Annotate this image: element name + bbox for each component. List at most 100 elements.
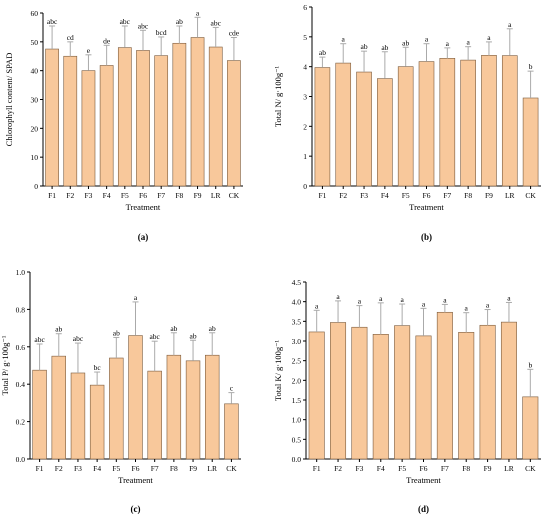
significance-letter: a: [336, 292, 340, 301]
significance-letter: ab: [360, 42, 367, 51]
y-tick-label: 0.0: [292, 455, 302, 464]
y-tick-label: 30: [31, 96, 39, 105]
bar: [166, 354, 182, 460]
significance-letter: ab: [209, 324, 216, 333]
bar: [99, 65, 114, 187]
y-tick-label: 0.2: [16, 418, 26, 427]
bar: [522, 97, 539, 187]
panel-label: (c): [131, 504, 141, 514]
significance-letter: a: [342, 35, 346, 44]
y-tick-label: 3.5: [292, 317, 302, 326]
panel-d: 0.0 0.5 1.0 1.5 2.0 2.5 3.0 3.5 4.0 4.5 a F1 a F2 a F3 a…: [273, 278, 541, 514]
y-tick-label: 0: [303, 182, 307, 191]
y-tick-label: 1.5: [292, 396, 302, 405]
x-axis-title: Treatment: [126, 202, 161, 212]
significance-letter: a: [508, 20, 512, 29]
bar: [500, 321, 517, 460]
significance-letter: a: [315, 301, 319, 310]
x-tick-label: F3: [74, 464, 82, 473]
significance-letter: ab: [113, 328, 120, 337]
y-tick-label: 0.8: [16, 305, 26, 314]
x-tick-label: F7: [441, 464, 449, 473]
x-tick-label: F9: [189, 464, 197, 473]
panel-c: 0.00.20.40.60.81.0abcF1abF2abcF3bcF4abF5…: [0, 268, 241, 514]
significance-letter: a: [379, 294, 383, 303]
x-tick-label: LR: [207, 464, 217, 473]
bar: [394, 325, 411, 460]
bar: [418, 61, 435, 187]
significance-letter: b: [529, 62, 533, 71]
x-tick-label: F4: [103, 191, 111, 200]
x-tick-label: F9: [484, 464, 492, 473]
significance-letter: ab: [170, 324, 177, 333]
significance-letter: a: [507, 293, 511, 302]
x-tick-label: F1: [48, 191, 56, 200]
x-tick-label: F9: [485, 191, 493, 200]
significance-letter: ab: [381, 43, 388, 52]
significance-letter: ab: [55, 325, 62, 334]
y-tick-label: 4: [303, 63, 307, 72]
x-tick-label: F6: [139, 191, 147, 200]
bar: [117, 47, 132, 187]
x-tick-label: F6: [132, 464, 140, 473]
bar: [415, 335, 432, 460]
x-tick-label: F4: [93, 464, 101, 473]
y-axis-title: Total N/ g·100g⁻¹: [273, 65, 283, 127]
bar: [479, 324, 496, 460]
significance-letter: abc: [47, 17, 58, 26]
y-tick-label: 3: [303, 93, 307, 102]
x-tick-label: LR: [505, 191, 515, 200]
significance-letter: abc: [149, 332, 160, 341]
x-tick-label: F4: [377, 464, 385, 473]
bar: [154, 55, 169, 187]
y-tick-label: 0.0: [16, 455, 26, 464]
significance-letter: a: [134, 293, 138, 302]
bar: [63, 55, 78, 187]
x-tick-label: F8: [462, 464, 470, 473]
y-axis-title: Total K/ g·100g⁻¹: [273, 339, 283, 401]
y-tick-label: 10: [31, 153, 39, 162]
panel-label: (d): [418, 504, 429, 514]
x-tick-label: CK: [226, 464, 237, 473]
y-tick-label: 1: [303, 152, 307, 161]
y-tick-label: 20: [31, 124, 39, 133]
y-axis-title: Chlorophyll content/ SPAD: [4, 53, 14, 147]
bar: [147, 370, 162, 460]
significance-letter: a: [486, 301, 490, 310]
significance-letter: a: [465, 304, 469, 313]
x-tick-label: F7: [157, 191, 165, 200]
significance-letter: abc: [211, 18, 222, 27]
bar: [172, 42, 187, 187]
x-tick-label: F9: [194, 191, 202, 200]
significance-letter: abc: [120, 17, 131, 26]
x-tick-label: F2: [66, 191, 74, 200]
panel-label: (b): [421, 232, 432, 242]
x-tick-label: F3: [84, 191, 92, 200]
significance-letter: a: [400, 295, 404, 304]
y-tick-label: 0: [34, 182, 38, 191]
bar: [335, 62, 352, 187]
significance-letter: a: [487, 33, 491, 42]
x-tick-label: F2: [334, 464, 342, 473]
bar: [458, 332, 475, 460]
significance-letter: abc: [138, 21, 149, 30]
x-tick-label: F4: [381, 191, 389, 200]
bar: [439, 58, 456, 187]
y-tick-label: 4.5: [292, 278, 302, 287]
panel-label: (a): [138, 232, 149, 242]
y-tick-label: 2: [303, 122, 307, 131]
x-tick-label: CK: [229, 191, 240, 200]
bar: [314, 67, 331, 187]
bar: [51, 355, 66, 460]
bar: [501, 55, 518, 187]
x-tick-label: F8: [175, 191, 183, 200]
significance-letter: bcd: [156, 28, 167, 37]
significance-letter: de: [103, 36, 111, 45]
bar: [351, 326, 368, 460]
bar: [308, 331, 325, 460]
x-tick-label: F2: [339, 191, 347, 200]
y-tick-label: 40: [31, 67, 39, 76]
significance-letter: ab: [319, 48, 326, 57]
bar: [81, 70, 96, 187]
significance-letter: cde: [229, 29, 240, 38]
